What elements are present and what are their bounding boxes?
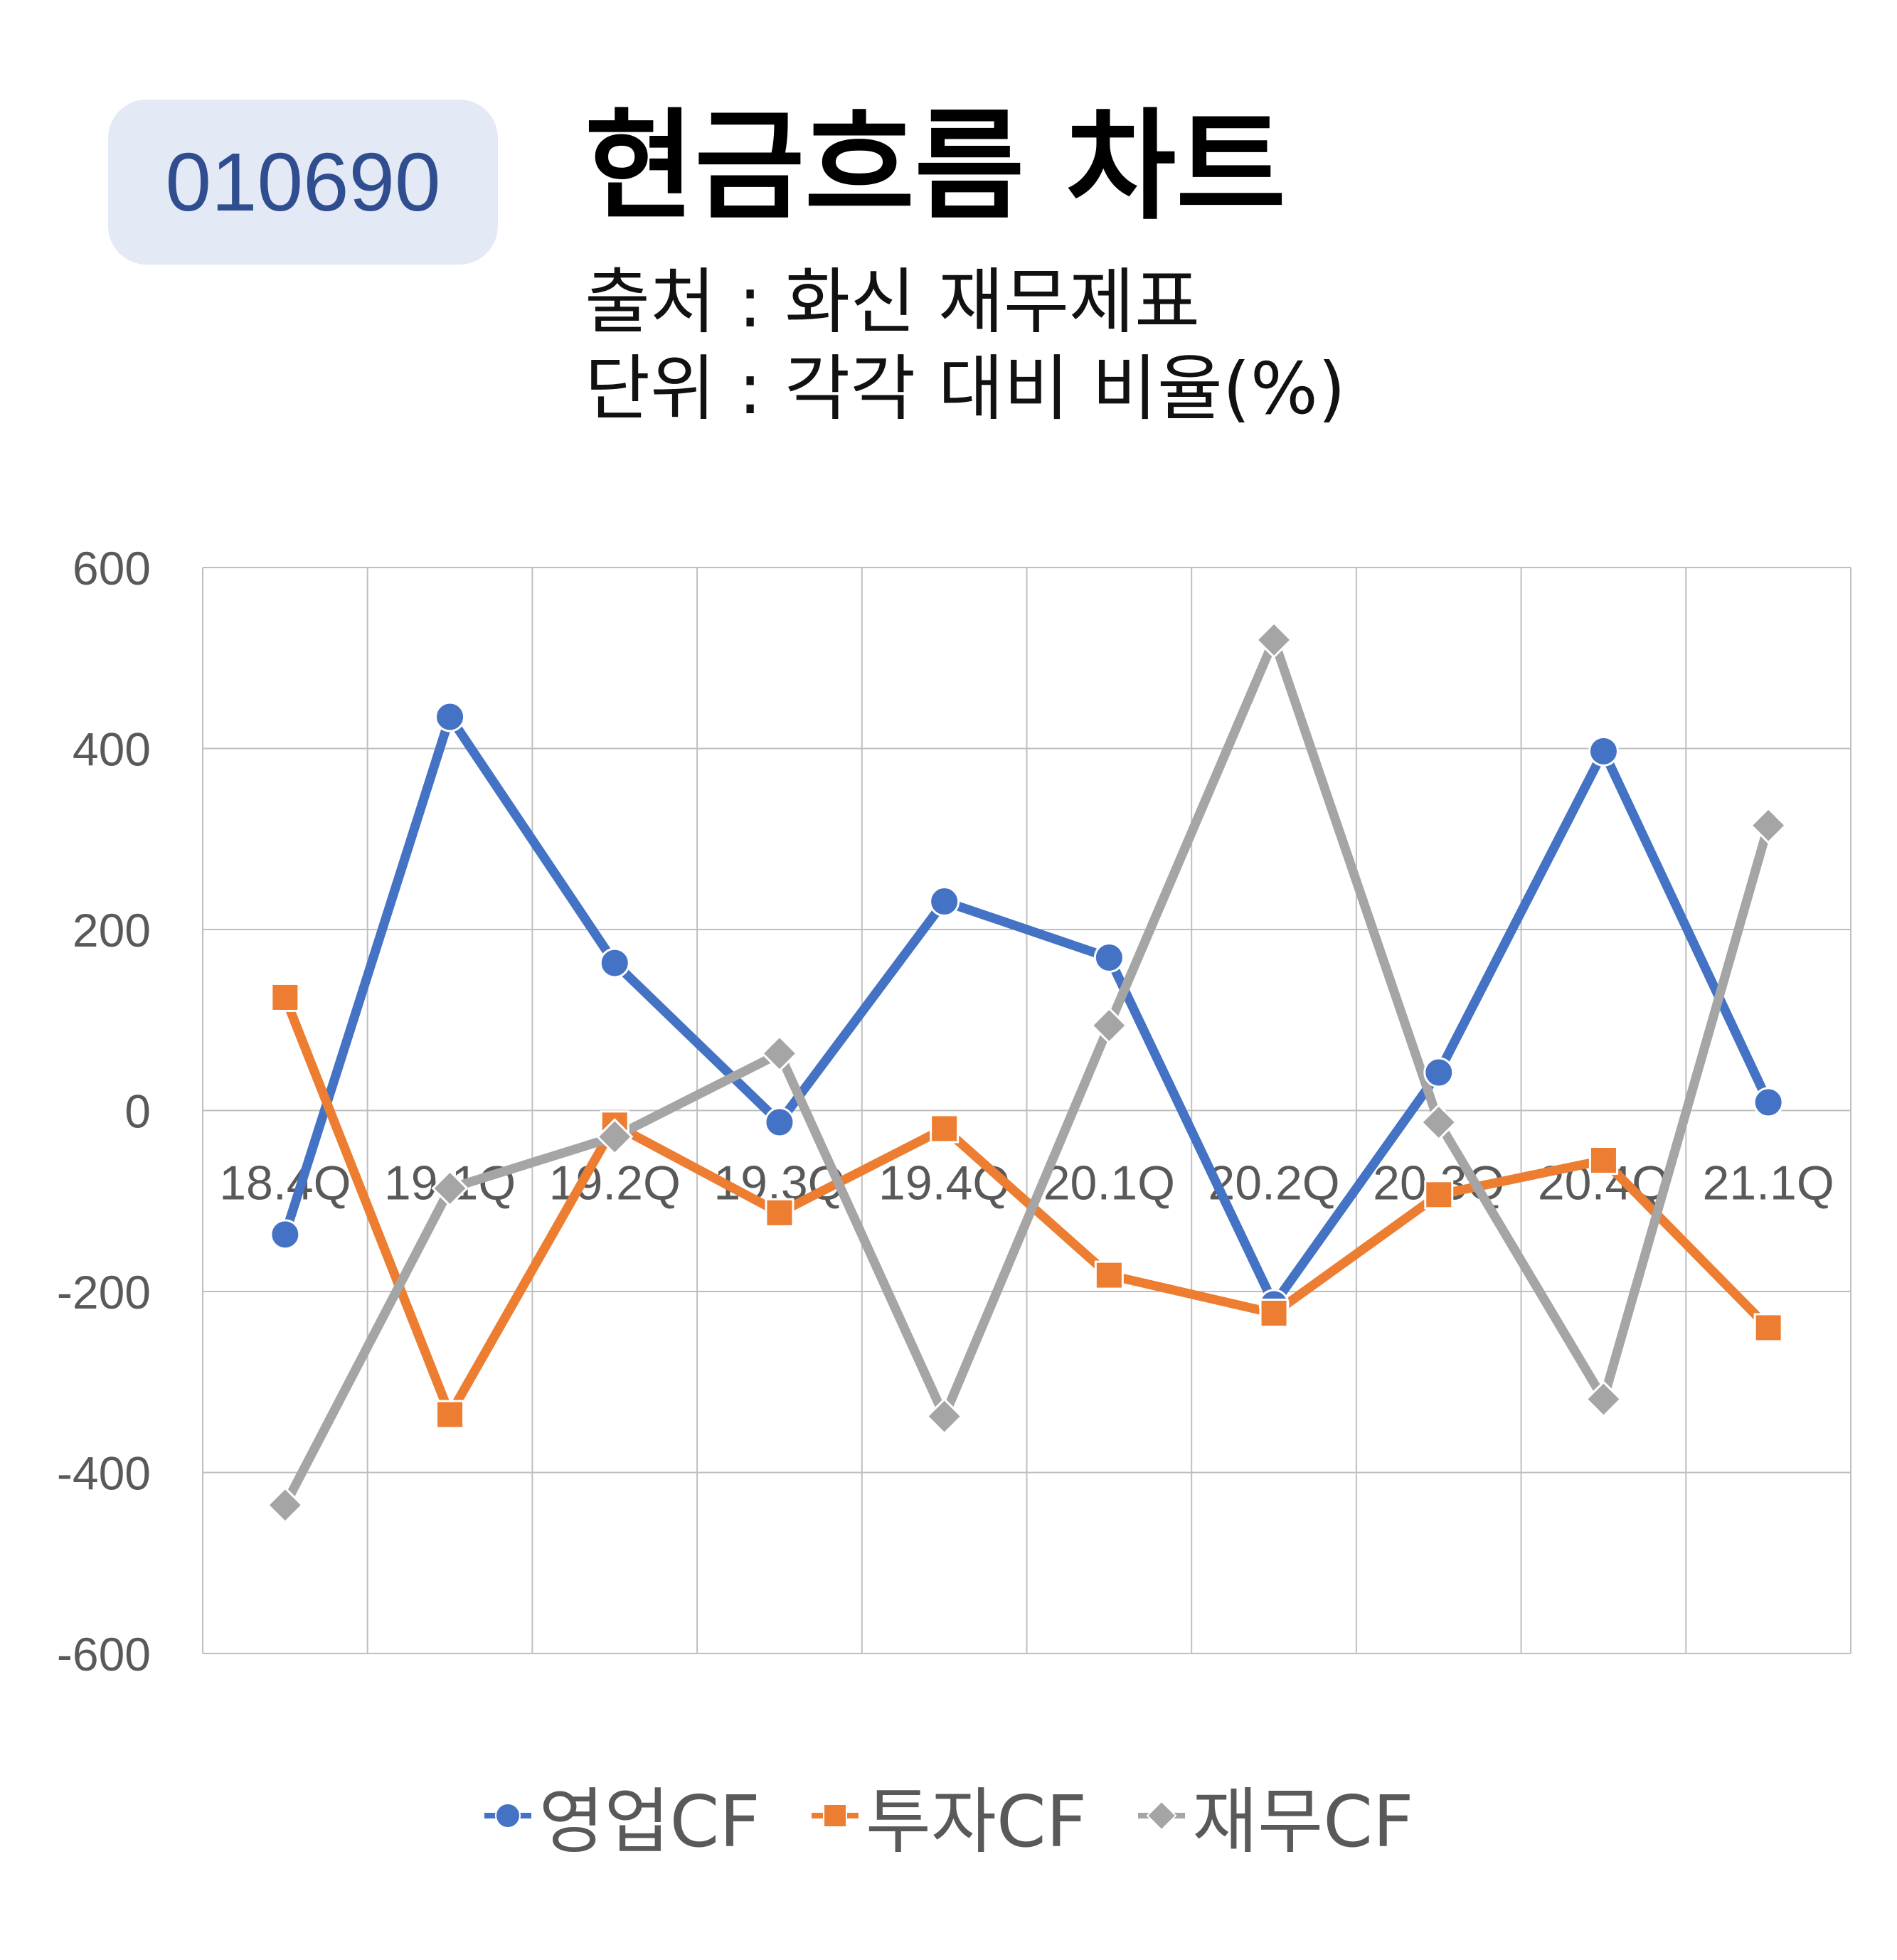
data-point	[1090, 1006, 1128, 1045]
legend-item: 투자CF	[810, 1764, 1087, 1867]
data-point	[764, 1107, 795, 1138]
y-tick-label: 600	[73, 542, 151, 595]
stock-code-badge: 010690	[108, 100, 498, 265]
series-markers	[266, 621, 1787, 1524]
series-lines	[280, 635, 1773, 1510]
data-point	[760, 1035, 799, 1072]
data-point	[596, 1118, 634, 1156]
data-point	[435, 701, 466, 733]
legend-symbol	[1146, 1800, 1177, 1831]
data-point	[1259, 1299, 1289, 1328]
data-point	[1094, 1260, 1124, 1290]
legend-item: 영업CF	[483, 1764, 760, 1867]
data-point	[1585, 1380, 1622, 1418]
legend-marker	[1138, 1800, 1186, 1831]
legend-label: 영업CF	[538, 1780, 760, 1863]
data-point	[925, 1397, 963, 1435]
data-point	[270, 982, 300, 1012]
y-tick-label: -600	[57, 1628, 151, 1681]
y-tick-label: 0	[124, 1085, 151, 1138]
y-tick-label: 200	[73, 904, 151, 957]
y-axis-ticks: 600 400 200 0 -200 -400 -600	[57, 542, 151, 1681]
legend-label: 재무CF	[1192, 1780, 1414, 1863]
legend: 영업CF 투자CF 재무CF	[0, 1764, 1897, 1867]
x-tick-label: 18.4Q	[219, 1156, 351, 1210]
data-point	[1423, 1057, 1455, 1088]
legend-label: 투자CF	[865, 1780, 1088, 1863]
source-note: 출처 : 화신 재무제표	[585, 260, 1201, 343]
data-point	[1255, 621, 1293, 659]
grid	[202, 567, 1851, 1654]
x-tick-label: 21.1Q	[1703, 1156, 1834, 1210]
y-tick-label: 400	[73, 723, 151, 776]
legend-marker	[484, 1802, 532, 1828]
data-point	[1750, 806, 1787, 844]
y-tick-label: -200	[57, 1266, 151, 1319]
series-line-1	[280, 992, 1773, 1420]
y-tick-label: -400	[57, 1447, 151, 1500]
data-point	[1093, 942, 1125, 973]
legend-symbol	[495, 1802, 521, 1828]
data-point	[929, 886, 960, 917]
data-point	[765, 1198, 795, 1227]
data-point	[431, 1169, 469, 1208]
series-line-2	[280, 635, 1773, 1510]
data-point	[266, 1486, 304, 1524]
data-point	[1753, 1313, 1783, 1343]
data-point	[435, 1400, 465, 1429]
data-point	[1588, 735, 1619, 767]
legend-symbol	[822, 1803, 847, 1828]
legend-item: 재무CF	[1137, 1764, 1414, 1867]
stock-code: 010690	[165, 136, 441, 228]
data-point	[930, 1114, 960, 1144]
legend-marker	[811, 1803, 859, 1828]
x-tick-label: 20.1Q	[1043, 1156, 1175, 1210]
data-point	[1420, 1103, 1457, 1141]
data-point	[1424, 1180, 1454, 1210]
data-point	[1753, 1087, 1784, 1118]
data-point	[599, 947, 630, 979]
data-point	[1588, 1145, 1618, 1175]
chart-title: 현금흐름 차트	[585, 97, 1286, 236]
series-line-0	[280, 712, 1773, 1309]
data-point	[270, 1219, 301, 1250]
unit-note: 단위 : 각각 대비 비율(%)	[585, 347, 1346, 430]
